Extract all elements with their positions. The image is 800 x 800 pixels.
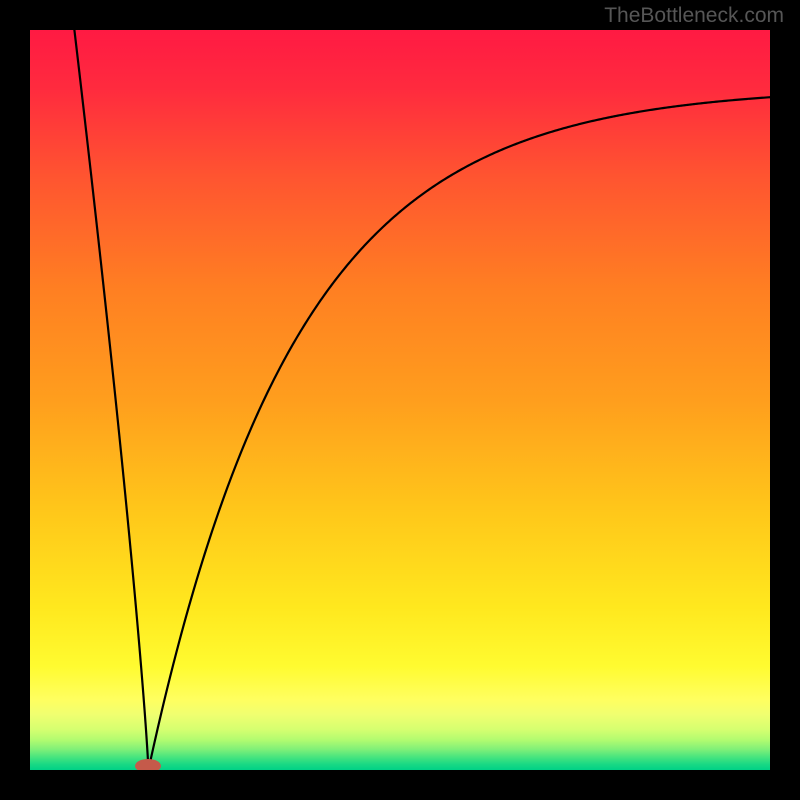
bottleneck-curve — [30, 30, 770, 770]
vertex-marker — [135, 759, 161, 770]
watermark-text: TheBottleneck.com — [604, 4, 784, 28]
plot-area — [30, 30, 770, 770]
